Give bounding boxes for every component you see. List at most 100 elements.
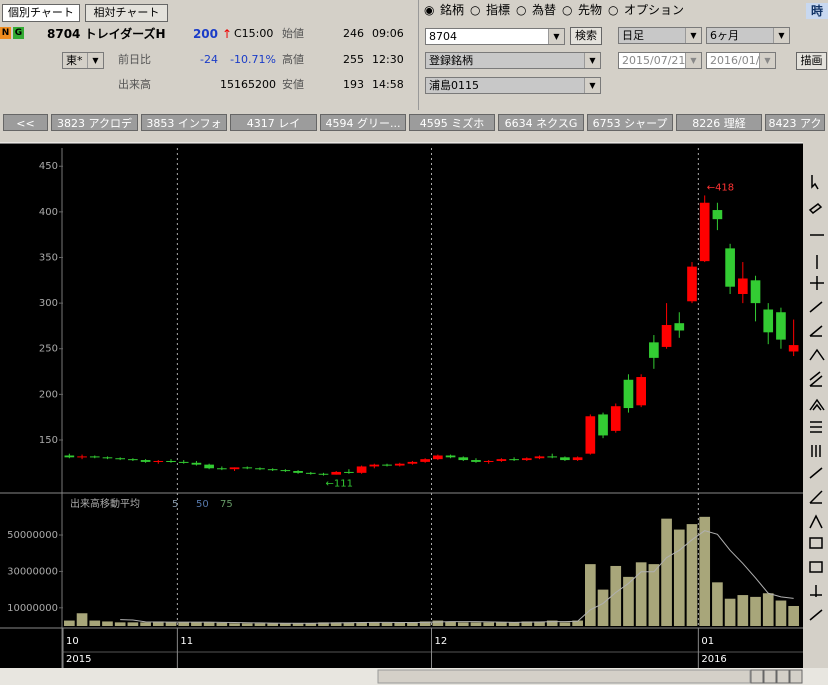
range-select[interactable]: 6ヶ月 ▼ (706, 27, 790, 44)
volume-bar (546, 620, 558, 626)
volume-bar (572, 620, 583, 626)
label: 始値 (282, 27, 304, 40)
stock-tab[interactable]: 3853 インフォテリ (141, 114, 227, 131)
candle-body (687, 266, 697, 302)
candle-body (64, 455, 75, 458)
volume-bar (254, 623, 266, 626)
angle-tool[interactable] (809, 490, 823, 504)
bars-tool[interactable] (811, 445, 821, 457)
candle-body (318, 473, 329, 475)
moving-average-line (120, 530, 794, 624)
candle-body (776, 312, 786, 340)
code-input[interactable]: 8704 ▼ (425, 28, 565, 45)
candle-body (331, 471, 342, 475)
change: -24 (200, 53, 218, 66)
stock-tab[interactable]: << (3, 114, 48, 131)
y-tick-label: 250 (39, 344, 58, 355)
channel-tool[interactable] (809, 371, 823, 387)
arc-tool[interactable] (809, 348, 825, 361)
volume-bar (750, 596, 761, 626)
label: 前日比 (118, 53, 151, 66)
stock-tab[interactable]: 4595 ミズホメ... (409, 114, 495, 131)
y-tick-label: 10000000 (7, 603, 58, 614)
volume-bar (508, 622, 520, 626)
dropdown-arrow: ▼ (773, 28, 789, 43)
from-date[interactable]: 2015/07/21 ▼ (618, 52, 702, 69)
tab-single-chart[interactable]: 個別チャート (2, 4, 80, 22)
candle-body (394, 463, 405, 466)
stock-tab[interactable]: 3823 アクロデア (51, 114, 138, 131)
ray-tool[interactable] (809, 609, 823, 621)
volume-bar (330, 622, 342, 626)
candle-body (483, 460, 494, 462)
zoom-in-button[interactable] (750, 669, 764, 684)
arc2-tool[interactable] (809, 398, 825, 411)
candle-body (547, 456, 558, 458)
x-tick-label: 11 (180, 636, 193, 647)
group: 浦島0115 (429, 79, 479, 92)
volume-bar (597, 589, 609, 626)
volume-bar (89, 620, 101, 626)
candle-body (674, 323, 685, 331)
candle-body (102, 457, 113, 459)
candle-body (305, 472, 316, 474)
search-button[interactable]: 検索 (570, 27, 602, 45)
list-select[interactable]: 登録銘柄 ▼ (425, 52, 601, 69)
cross-tool[interactable] (810, 276, 824, 290)
radio-dot[interactable]: ○ (470, 3, 481, 17)
candle-body (585, 416, 596, 454)
wave-tool[interactable] (809, 514, 823, 529)
radio-dot[interactable]: ○ (608, 3, 619, 17)
view-button[interactable] (789, 669, 803, 684)
candle-body (420, 459, 430, 462)
scroll-thumb[interactable] (377, 669, 751, 684)
stock-tab[interactable]: 6753 シャープ (587, 114, 673, 131)
volume-bar (64, 620, 75, 626)
tab-relative-chart[interactable]: 相対チャート (85, 4, 168, 22)
open-time: 09:06 (372, 27, 404, 40)
stock-tab[interactable]: 8226 理経 (676, 114, 762, 131)
box2-tool[interactable] (809, 561, 823, 573)
volume-bar (686, 524, 698, 626)
volume-bar (76, 613, 88, 626)
candle-body (407, 461, 418, 464)
volume-bar (788, 605, 799, 626)
volume-bar (229, 623, 240, 626)
fan-tool[interactable] (809, 325, 823, 337)
stock-tab[interactable]: 4594 グリー... (320, 114, 406, 131)
dropdown-arrow: ▼ (685, 53, 701, 68)
mark-tool[interactable] (810, 585, 822, 597)
eraser-tool[interactable] (808, 203, 823, 214)
volume-bar (483, 622, 495, 626)
candle-body (649, 342, 659, 358)
corner-button[interactable]: 時 (806, 3, 828, 19)
group-select[interactable]: 浦島0115 ▼ (425, 77, 601, 94)
box-tool[interactable] (809, 537, 823, 549)
volume-bar (673, 529, 685, 626)
candle-body (534, 456, 545, 459)
stock-tab[interactable]: 6634 ネクスG (498, 114, 584, 131)
stock-tab[interactable]: 8423 アク (765, 114, 825, 131)
trend-tool[interactable] (809, 301, 823, 313)
annotation: ←418 (707, 182, 734, 193)
radio-dot[interactable]: ◉ (424, 3, 435, 17)
radio-dot[interactable]: ○ (562, 3, 573, 17)
zoom-out-button[interactable] (763, 669, 777, 684)
candle-body (115, 458, 126, 460)
volume: 15165200 (220, 78, 276, 91)
fib-tool[interactable] (810, 421, 822, 433)
radio-dot[interactable]: ○ (516, 3, 527, 17)
year-label: 2015 (66, 654, 91, 665)
to-date[interactable]: 2016/01/21 ▼ (706, 52, 776, 69)
candle-body (560, 457, 570, 461)
market-select[interactable]: 東* ▼ (62, 52, 104, 69)
period-select[interactable]: 日足 ▼ (618, 27, 702, 44)
reset-button[interactable] (776, 669, 790, 684)
candle-body (191, 462, 202, 465)
stock-tab[interactable]: 4317 レイ (230, 114, 317, 131)
volume-bar (445, 621, 456, 626)
draw-button[interactable]: 描画 (796, 52, 827, 70)
badge: N (0, 27, 11, 39)
pointer-tool[interactable] (811, 175, 819, 190)
line-tool[interactable] (809, 467, 823, 479)
